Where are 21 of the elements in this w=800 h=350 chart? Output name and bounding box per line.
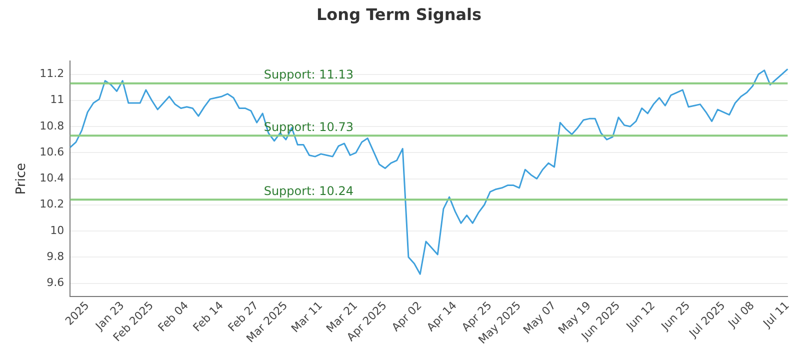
y-tick-label: 10.8 (40, 119, 64, 132)
chart-title: Long Term Signals (316, 4, 482, 24)
y-axis-title: Price (14, 162, 30, 195)
y-tick-label: 11 (50, 93, 64, 106)
x-tick-label: Mar 11 (288, 298, 326, 336)
x-tick-label: Apr 14 (424, 298, 460, 334)
y-tick-label: 11.2 (40, 67, 64, 80)
y-tick-label: 9.6 (46, 276, 64, 290)
ref-line-label: Support: 11.13 (264, 68, 354, 82)
x-tick-label: Apr 02 (389, 298, 424, 334)
ref-line-label: Support: 10.24 (264, 184, 354, 198)
y-tick-label: 10.4 (40, 172, 64, 185)
x-tick-label: Feb 04 (156, 298, 191, 334)
x-tick-label: Jun 12 (623, 298, 658, 334)
x-tick-label: Jul 08 (725, 298, 757, 331)
y-tick-label: 10.2 (40, 198, 64, 211)
x-tick-label: Feb 14 (190, 298, 226, 334)
y-tick-label: 10 (50, 224, 64, 237)
y-tick-label: 9.8 (46, 250, 64, 263)
x-tick-label: Jul 11 (760, 298, 792, 331)
y-tick-label: 10.6 (40, 145, 64, 158)
